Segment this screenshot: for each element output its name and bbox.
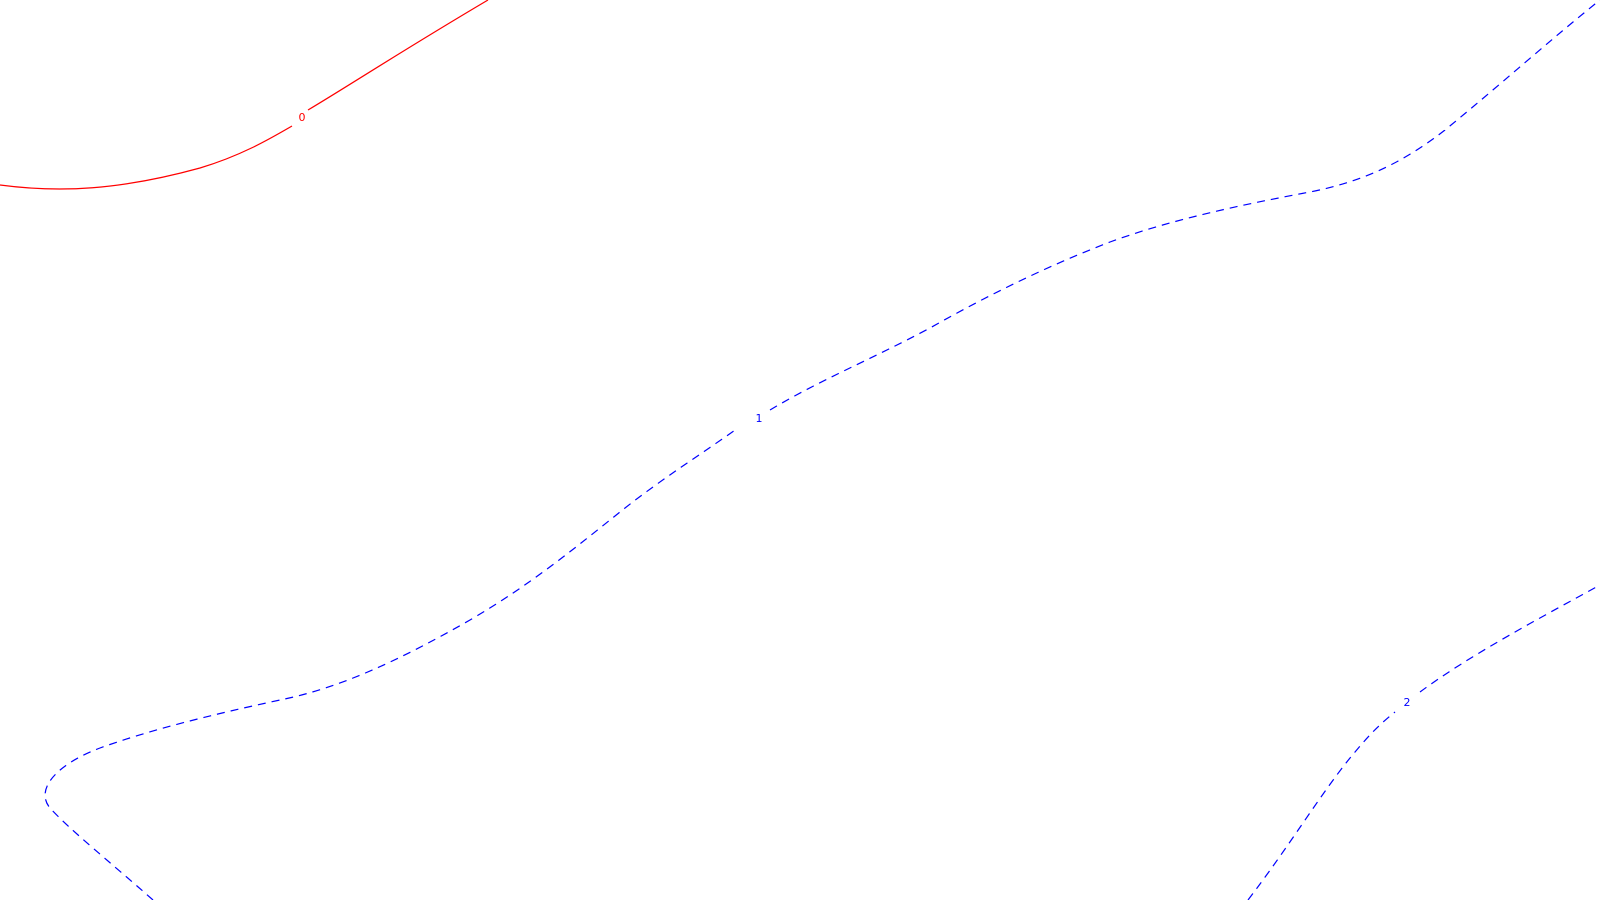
contour-line-0: 0 <box>0 0 489 190</box>
contour-path-1 <box>44 0 1600 900</box>
contour-path-2 <box>1247 584 1600 900</box>
contour-label-0: 0 <box>299 111 306 124</box>
contour-label-1: 1 <box>756 412 763 425</box>
contour-path-0 <box>0 0 489 190</box>
contour-line-2: 2 <box>1247 584 1600 900</box>
contour-line-1: 1 <box>44 0 1600 900</box>
contour-label-2: 2 <box>1404 696 1411 709</box>
